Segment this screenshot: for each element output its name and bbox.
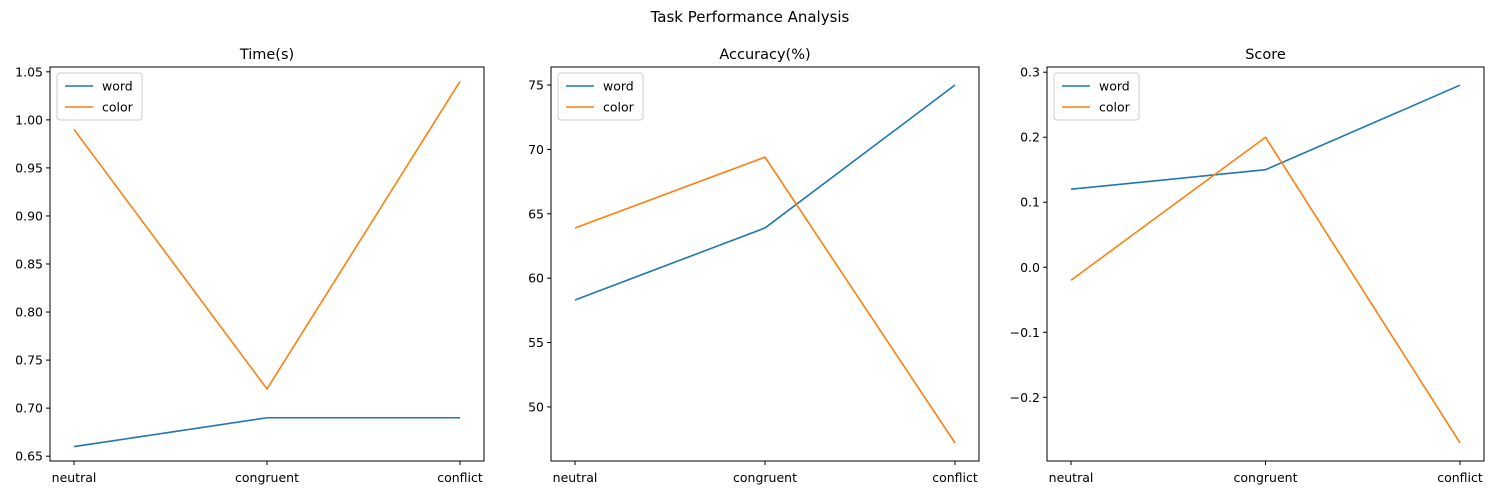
y-tick-label: 1.00	[15, 112, 43, 127]
legend-label-word: word	[1099, 79, 1130, 94]
legend: word color	[557, 72, 644, 121]
x-tick-label: conflict	[437, 470, 483, 485]
x-tick-label: neutral	[52, 470, 97, 485]
figure-suptitle: Task Performance Analysis	[650, 8, 850, 26]
y-tick-label: 0.90	[15, 208, 43, 223]
legend-box	[56, 72, 143, 121]
y-tick-label: −0.2	[1010, 390, 1040, 405]
x-tick-label: congruent	[1234, 470, 1298, 485]
legend-label-color: color	[603, 100, 635, 115]
series-line-word	[1070, 84, 1461, 191]
series-line-color	[1070, 136, 1461, 444]
y-tick-label: 0.65	[15, 449, 43, 464]
y-tick-label: 0.70	[15, 401, 43, 416]
series-line-color	[574, 156, 956, 444]
y-tick-label: 55	[528, 335, 544, 350]
legend-box	[557, 72, 644, 121]
legend-box	[1053, 72, 1140, 121]
x-tick-label: conflict	[1437, 470, 1483, 485]
legend-label-color: color	[1099, 100, 1131, 115]
x-tick-label: neutral	[553, 470, 598, 485]
x-tick-label: neutral	[1049, 470, 1094, 485]
series-line-word	[574, 84, 956, 301]
subplots: Time(s) 0.65 0.70 0.75 0.80 0.85 0.90 0.95 1.00 1…	[15, 47, 1485, 485]
y-tick-label: 1.05	[15, 64, 43, 79]
series-line-word	[73, 416, 460, 448]
plot-frame	[550, 66, 980, 462]
plot-frame	[1046, 66, 1485, 462]
legend-label-word: word	[603, 79, 634, 94]
legend-label-word: word	[102, 79, 133, 94]
y-tick-label: 60	[528, 271, 544, 286]
y-tick-label: 0.75	[15, 353, 43, 368]
x-tick-label: conflict	[932, 470, 978, 485]
series-line-color	[73, 80, 461, 390]
subplot-3: Score −0.2 −0.1 0.0 0.1 0.2 0.3 neutral congruen…	[1010, 47, 1485, 485]
subplot-title: Score	[1245, 47, 1286, 63]
y-tick-label: 0.1	[1020, 195, 1040, 210]
y-tick-label: 0.80	[15, 305, 43, 320]
legend: word color	[56, 72, 143, 121]
subplot-1: Time(s) 0.65 0.70 0.75 0.80 0.85 0.90 0.95 1.00 1…	[15, 47, 485, 485]
y-tick-label: 0.85	[15, 257, 43, 272]
y-tick-label: 0.3	[1020, 65, 1040, 80]
plot-frame	[49, 66, 485, 462]
x-tick-label: congruent	[733, 470, 797, 485]
subplot-2: Accuracy(%) 50 55 60 65 70 75 neutral congruent c…	[528, 47, 980, 485]
y-tick-label: 65	[528, 206, 544, 221]
y-tick-label: 0.2	[1020, 130, 1040, 145]
legend-label-color: color	[102, 100, 134, 115]
y-tick-label: 0.0	[1020, 260, 1040, 275]
x-tick-label: congruent	[235, 470, 299, 485]
y-tick-label: 0.95	[15, 160, 43, 175]
y-tick-label: 70	[528, 142, 544, 157]
subplot-title: Time(s)	[239, 47, 294, 63]
legend: word color	[1053, 72, 1140, 121]
y-tick-label: −0.1	[1010, 325, 1040, 340]
y-tick-label: 50	[528, 399, 544, 414]
y-tick-label: 75	[528, 78, 544, 93]
subplot-title: Accuracy(%)	[719, 47, 810, 63]
